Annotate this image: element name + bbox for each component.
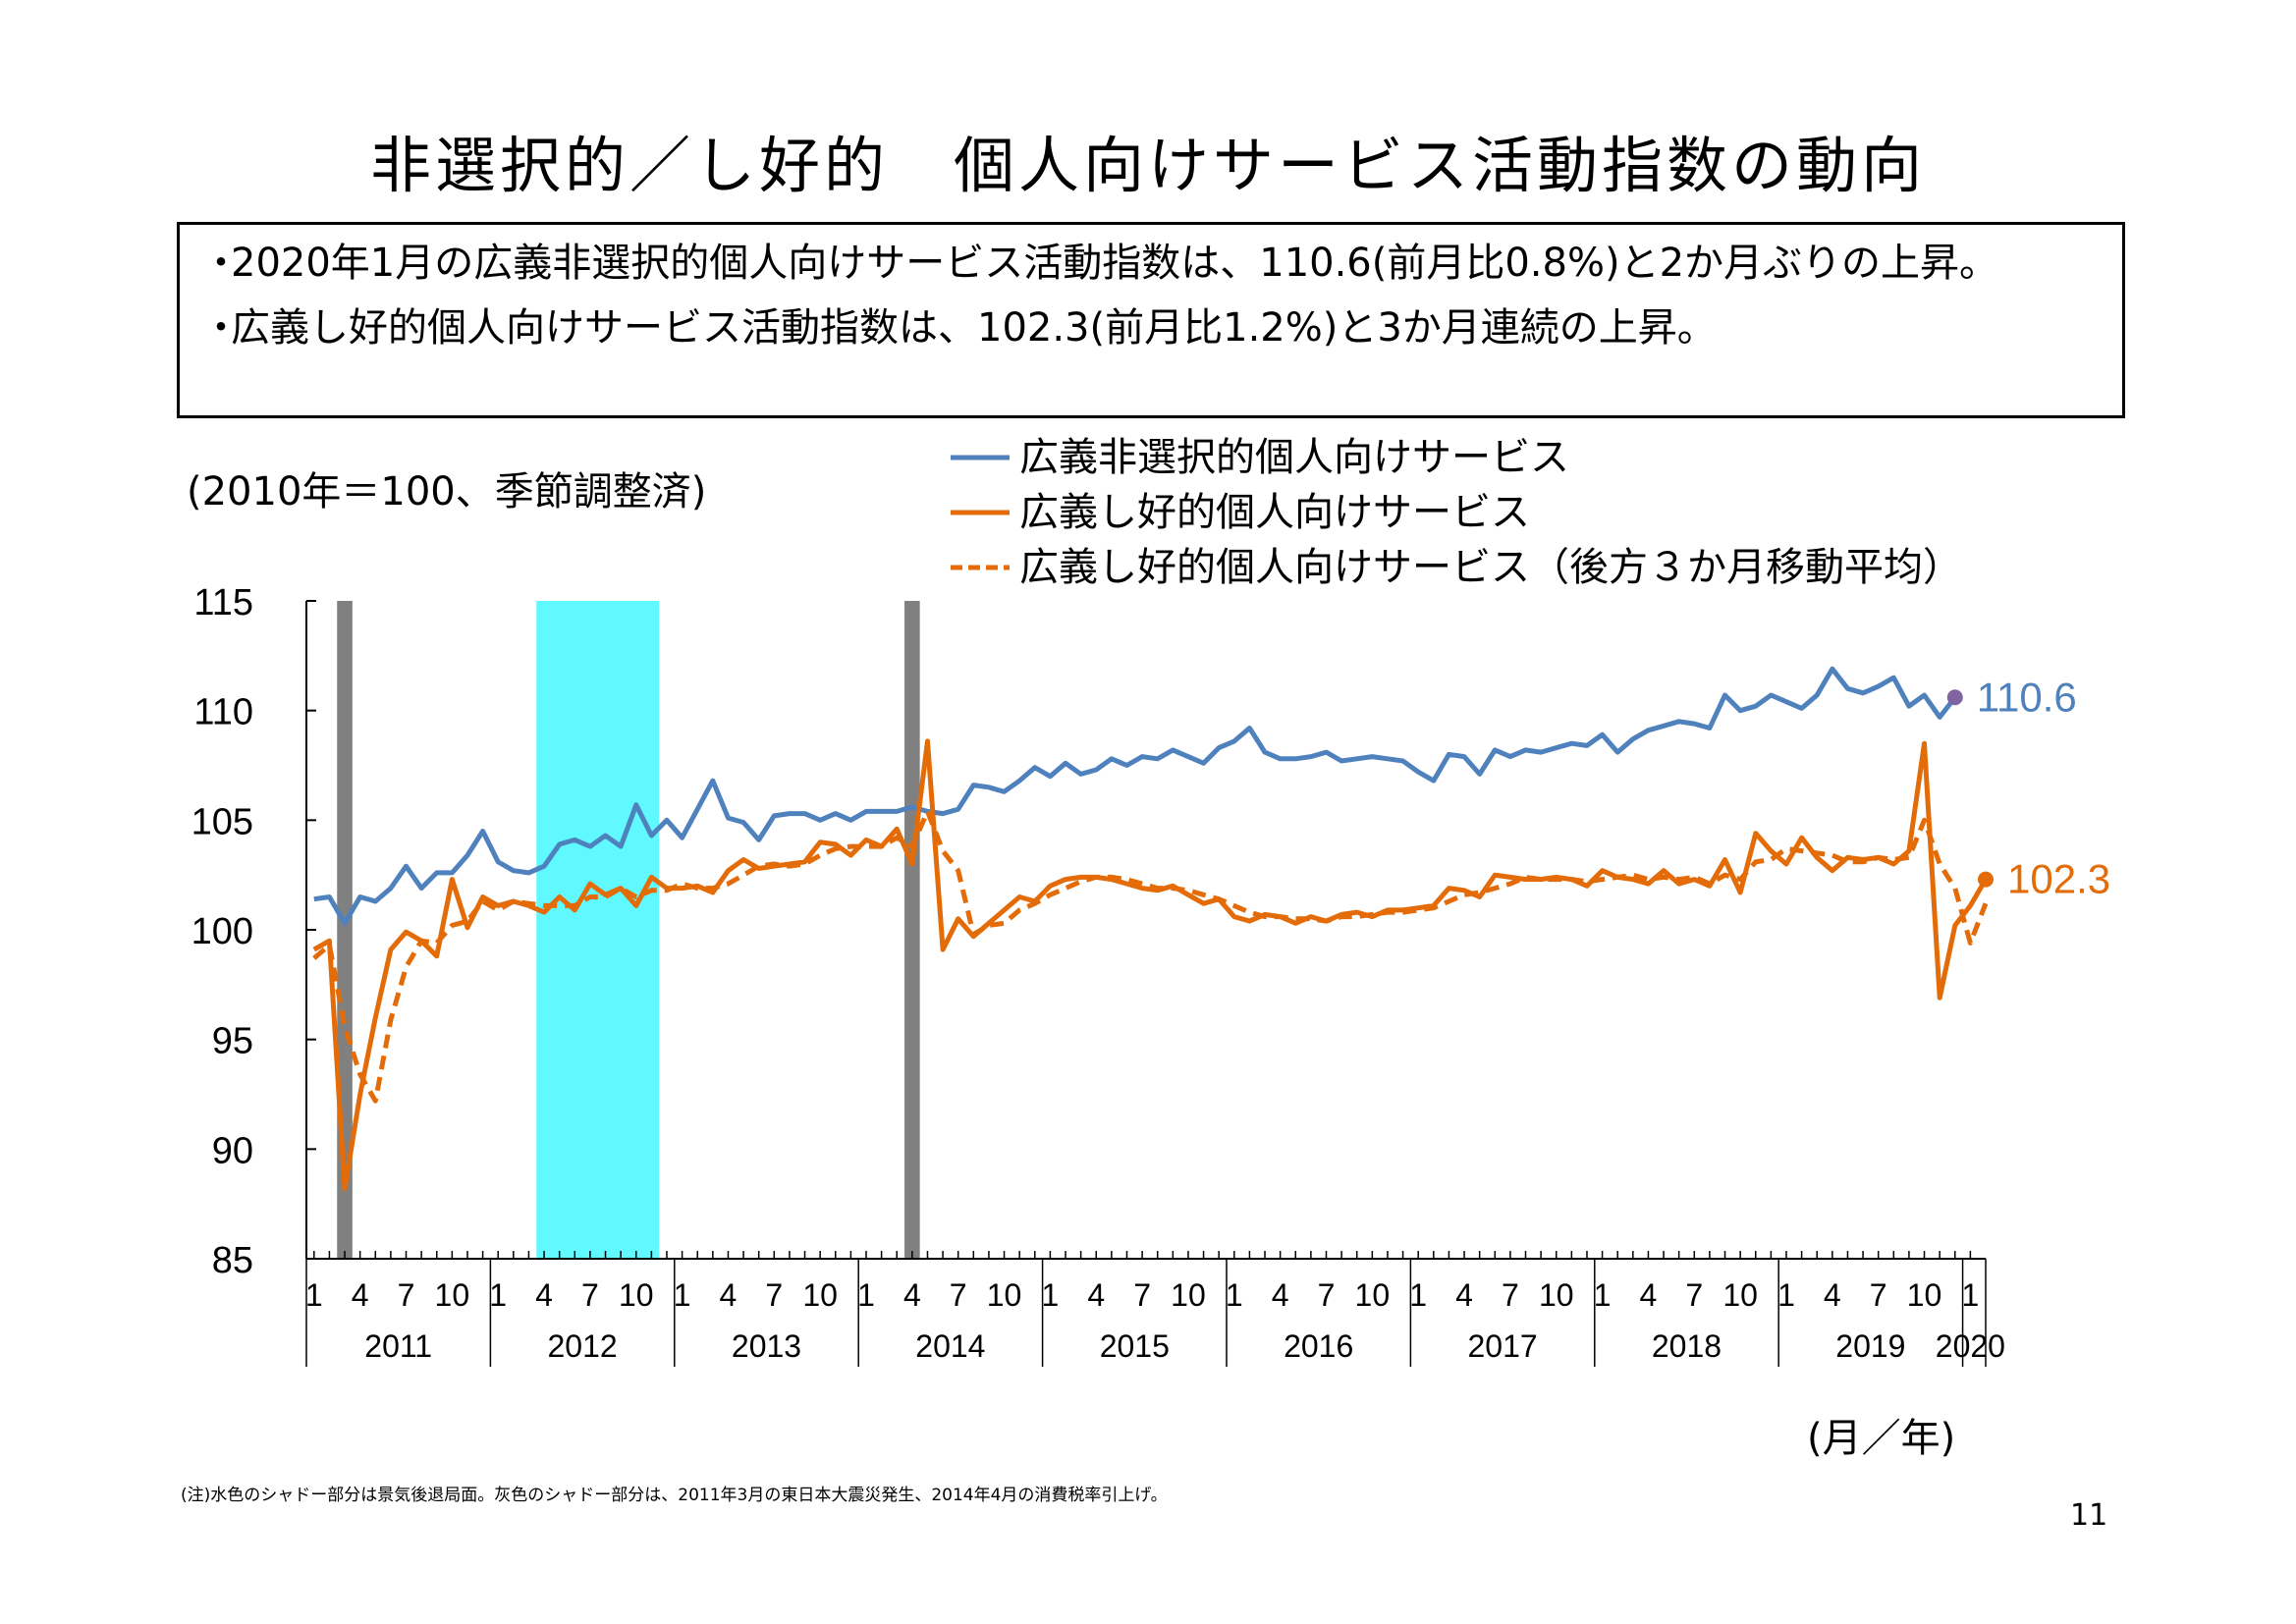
shade-region-gray [904, 601, 920, 1259]
x-month-label: 4 [1087, 1277, 1105, 1313]
x-month-label: 1 [1226, 1277, 1243, 1313]
x-month-label: 1 [1594, 1277, 1612, 1313]
y-tick-label: 85 [212, 1240, 253, 1281]
x-year-label: 2012 [548, 1328, 618, 1364]
summary-bullet-2: ・ 広義し好的個人向けサービス活動指数は、102.3(前月比1.2%)と3か月連… [201, 305, 2101, 351]
x-month-label: 7 [1502, 1277, 1519, 1313]
x-month-label: 7 [1870, 1277, 1887, 1313]
x-year-label: 2020 [1936, 1328, 2005, 1364]
x-month-label: 7 [1685, 1277, 1703, 1313]
x-year-label: 2016 [1284, 1328, 1353, 1364]
legend-swatch-dashed-orange [951, 565, 1010, 570]
page-title: 非選択的／し好的 個人向けサービス活動指数の動向 [369, 130, 1926, 201]
x-month-label: 1 [857, 1277, 875, 1313]
legend-swatch-solid-orange [951, 510, 1010, 515]
series-end-label: 102.3 [2007, 856, 2110, 902]
x-axis-unit-label: (月／年) [1807, 1416, 1956, 1461]
legend-label-3: 広義し好的個人向けサービス（後方３か月移動平均） [1019, 545, 1962, 590]
x-month-label: 1 [1409, 1277, 1427, 1313]
x-year-label: 2014 [915, 1328, 985, 1364]
x-year-label: 2018 [1652, 1328, 1722, 1364]
x-month-label: 10 [1355, 1277, 1391, 1313]
footnote: (注)水色のシャドー部分は景気後退局面。灰色のシャドー部分は、2011年3月の東… [181, 1486, 1168, 1505]
legend-label-2: 広義し好的個人向けサービス [1019, 490, 1530, 535]
summary-text-2: 広義し好的個人向けサービス活動指数は、102.3(前月比1.2%)と3か月連続の… [231, 305, 1717, 351]
y-tick-label: 110 [193, 692, 253, 733]
x-month-label: 10 [1722, 1277, 1758, 1313]
y-tick-label: 90 [212, 1130, 253, 1171]
x-month-label: 1 [1777, 1277, 1795, 1313]
x-month-label: 7 [398, 1277, 415, 1313]
x-month-label: 10 [1907, 1277, 1942, 1313]
x-month-label: 4 [720, 1277, 738, 1313]
x-month-label: 1 [674, 1277, 691, 1313]
summary-text-1: 2020年1月の広義非選択的個人向けサービス活動指数は、110.6(前月比0.8… [231, 241, 1999, 286]
x-month-label: 7 [1318, 1277, 1336, 1313]
y-tick-label: 100 [191, 911, 253, 952]
x-month-label: 7 [1133, 1277, 1151, 1313]
x-month-label: 10 [987, 1277, 1022, 1313]
x-year-label: 2015 [1100, 1328, 1170, 1364]
unit-label: (2010年＝100、季節調整済) [187, 469, 707, 514]
legend-item-2: 広義し好的個人向けサービス [951, 485, 1962, 540]
x-month-label: 4 [535, 1277, 553, 1313]
x-month-label: 7 [950, 1277, 967, 1313]
x-month-label: 4 [1824, 1277, 1841, 1313]
x-month-label: 1 [305, 1277, 323, 1313]
legend-item-1: 広義非選択的個人向けサービス [951, 430, 1962, 485]
x-year-label: 2013 [732, 1328, 801, 1364]
x-month-label: 1 [1041, 1277, 1059, 1313]
x-month-label: 1 [489, 1277, 507, 1313]
y-tick-label: 105 [191, 801, 253, 842]
y-tick-label: 115 [193, 582, 253, 623]
page-number: 11 [2070, 1498, 2108, 1533]
series-end-marker [1946, 689, 1963, 706]
x-year-label: 2011 [364, 1328, 432, 1364]
x-month-label: 10 [1539, 1277, 1574, 1313]
y-tick-label: 95 [212, 1021, 253, 1062]
x-month-label: 7 [765, 1277, 783, 1313]
x-month-label: 10 [435, 1277, 470, 1313]
summary-bullet-1: ・ 2020年1月の広義非選択的個人向けサービス活動指数は、110.6(前月比0… [201, 241, 2101, 286]
x-month-label: 4 [1455, 1277, 1473, 1313]
series-line-discretionary-3m-avg [312, 808, 1989, 1104]
x-month-label: 10 [619, 1277, 654, 1313]
x-year-label: 2019 [1835, 1328, 1905, 1364]
series-end-label: 110.6 [1977, 674, 2077, 720]
x-month-label: 4 [1272, 1277, 1289, 1313]
x-month-label: 4 [1640, 1277, 1658, 1313]
shade-region-cyan [536, 601, 660, 1259]
x-month-label: 4 [903, 1277, 921, 1313]
legend-swatch-solid-blue [951, 455, 1010, 460]
x-year-label: 2017 [1467, 1328, 1537, 1364]
legend-label-1: 広義非選択的個人向けサービス [1019, 435, 1569, 480]
x-month-label: 1 [1961, 1277, 1979, 1313]
x-month-label: 10 [1171, 1277, 1206, 1313]
series-end-marker [1978, 871, 1994, 888]
x-month-label: 10 [802, 1277, 838, 1313]
x-month-label: 4 [352, 1277, 369, 1313]
legend-item-3: 広義し好的個人向けサービス（後方３か月移動平均） [951, 540, 1962, 595]
x-month-label: 7 [581, 1277, 599, 1313]
series-line-non-selective [313, 666, 1957, 926]
chart-legend: 広義非選択的個人向けサービス 広義し好的個人向けサービス 広義し好的個人向けサー… [951, 430, 1962, 595]
summary-box: ・ 2020年1月の広義非選択的個人向けサービス活動指数は、110.6(前月比0… [177, 222, 2125, 418]
